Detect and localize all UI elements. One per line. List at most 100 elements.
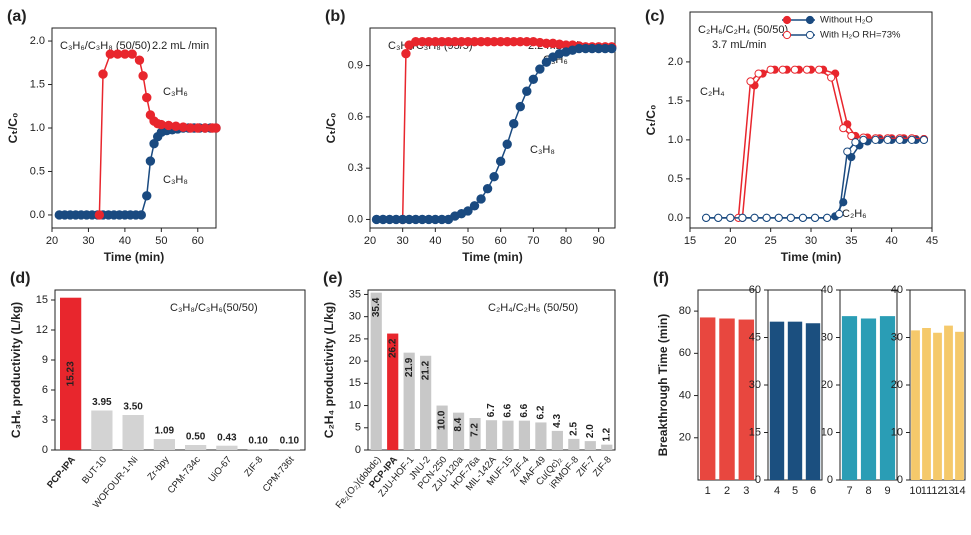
bar	[584, 441, 596, 450]
value-label: 26.2	[387, 338, 398, 358]
bar	[699, 317, 716, 480]
x-tick-label: 60	[495, 235, 507, 247]
y-tick-label: 80	[679, 305, 691, 317]
x-tick-label: PCP-IPA	[45, 454, 78, 490]
x-tick-label: 13	[942, 485, 954, 497]
annotation: C₂H₆	[842, 208, 867, 220]
y-tick-label: 60	[679, 347, 691, 359]
data-point	[528, 74, 539, 84]
value-label: 6.7	[486, 403, 497, 417]
x-tick-label: 50	[462, 235, 474, 247]
y-tick-label: 15	[749, 426, 761, 438]
annotation: C₃H₈/C₃H₆(50/50)	[170, 302, 258, 314]
bar	[769, 321, 785, 480]
value-label: 10.0	[437, 410, 448, 430]
series-line	[737, 68, 924, 218]
y-tick-label: 40	[679, 389, 691, 401]
y-tick-label: 25	[349, 333, 361, 345]
y-tick-label: 2.0	[668, 56, 683, 68]
annotation: C₂H₆/C₂H₄ (50/50)	[698, 24, 788, 36]
y-tick-label: 10	[891, 426, 903, 438]
data-point	[802, 65, 812, 74]
y-tick-label: 10	[821, 426, 833, 438]
y-tick-label: 45	[749, 331, 761, 343]
x-tick-label: 70	[527, 235, 539, 247]
bar	[518, 420, 531, 450]
value-label: 6.2	[536, 405, 547, 419]
x-tick-label: 40	[119, 235, 131, 247]
data-point	[714, 213, 723, 222]
data-point	[766, 65, 775, 74]
bar	[787, 321, 803, 480]
data-point	[847, 152, 856, 162]
bar	[485, 420, 498, 450]
y-tick-label: 20	[821, 379, 833, 391]
value-label: 35.4	[371, 297, 382, 317]
data-point	[142, 92, 152, 103]
x-tick-label: 14	[953, 485, 965, 497]
x-tick-label: 25	[765, 235, 777, 247]
value-label: 0.10	[280, 436, 300, 447]
data-point	[489, 172, 499, 182]
x-tick-label: 4	[774, 485, 780, 497]
x-tick-label: CPM-734c	[166, 454, 203, 496]
bar	[719, 318, 735, 480]
legend-marker	[782, 15, 792, 25]
value-label: 7.2	[470, 423, 481, 437]
series-line	[59, 127, 216, 216]
x-tick-label: 3	[743, 485, 749, 497]
bar	[278, 449, 300, 450]
data-point	[522, 86, 532, 96]
data-point	[482, 183, 493, 194]
legend-marker	[805, 30, 815, 40]
data-point	[469, 201, 480, 211]
bar	[436, 405, 448, 450]
y-tick-label: 20	[349, 355, 361, 367]
data-point	[871, 135, 880, 144]
x-tick-label: 11	[921, 485, 932, 497]
y-tick-label: 0	[897, 474, 903, 486]
bar	[153, 439, 175, 450]
legend-entry: Without H₂O	[820, 15, 873, 26]
y-tick-label: 0.5	[30, 165, 45, 177]
panel-label: (e)	[323, 270, 343, 287]
data-point	[134, 55, 145, 65]
y-tick-label: 60	[749, 284, 761, 296]
x-axis-label: Time (min)	[104, 250, 164, 264]
y-tick-label: 10	[349, 399, 361, 411]
x-tick-label: ZIF-8	[591, 454, 614, 478]
data-point	[138, 71, 148, 81]
value-label: 2.0	[585, 424, 596, 438]
y-axis-label: Cₜ/C₀	[324, 113, 338, 144]
y-tick-label: 12	[36, 324, 48, 336]
panel-label: (c)	[645, 8, 665, 25]
y-tick-label: 40	[821, 284, 833, 296]
y-axis-label: Cₜ/C₀	[6, 113, 20, 144]
data-point	[463, 206, 473, 216]
y-tick-label: 20	[679, 432, 691, 444]
bar	[60, 297, 82, 450]
data-point	[127, 49, 137, 59]
panel-label: (f)	[653, 270, 669, 287]
x-tick-label: 40	[886, 235, 898, 247]
bar	[122, 415, 144, 450]
series-line	[401, 40, 612, 220]
x-tick-label: 60	[192, 235, 204, 247]
data-point	[535, 64, 545, 74]
annotation: C₃H₈	[530, 144, 555, 156]
x-tick-label: CPM-736t	[261, 454, 297, 494]
annotation: C₃H₈	[163, 174, 188, 186]
value-label: 8.4	[453, 417, 464, 431]
y-tick-label: 30	[349, 311, 361, 323]
y-tick-label: 1.5	[668, 95, 683, 107]
value-label: 6.6	[519, 403, 530, 417]
data-point	[607, 43, 617, 54]
y-tick-label: 0.0	[668, 212, 683, 224]
y-tick-label: 5	[355, 422, 361, 434]
x-tick-label: 1	[705, 485, 711, 497]
annotation: C₃H₆/C₃H₈ (50/50)	[60, 40, 151, 52]
data-point	[823, 213, 832, 222]
data-point	[786, 213, 795, 222]
data-point	[798, 213, 808, 222]
